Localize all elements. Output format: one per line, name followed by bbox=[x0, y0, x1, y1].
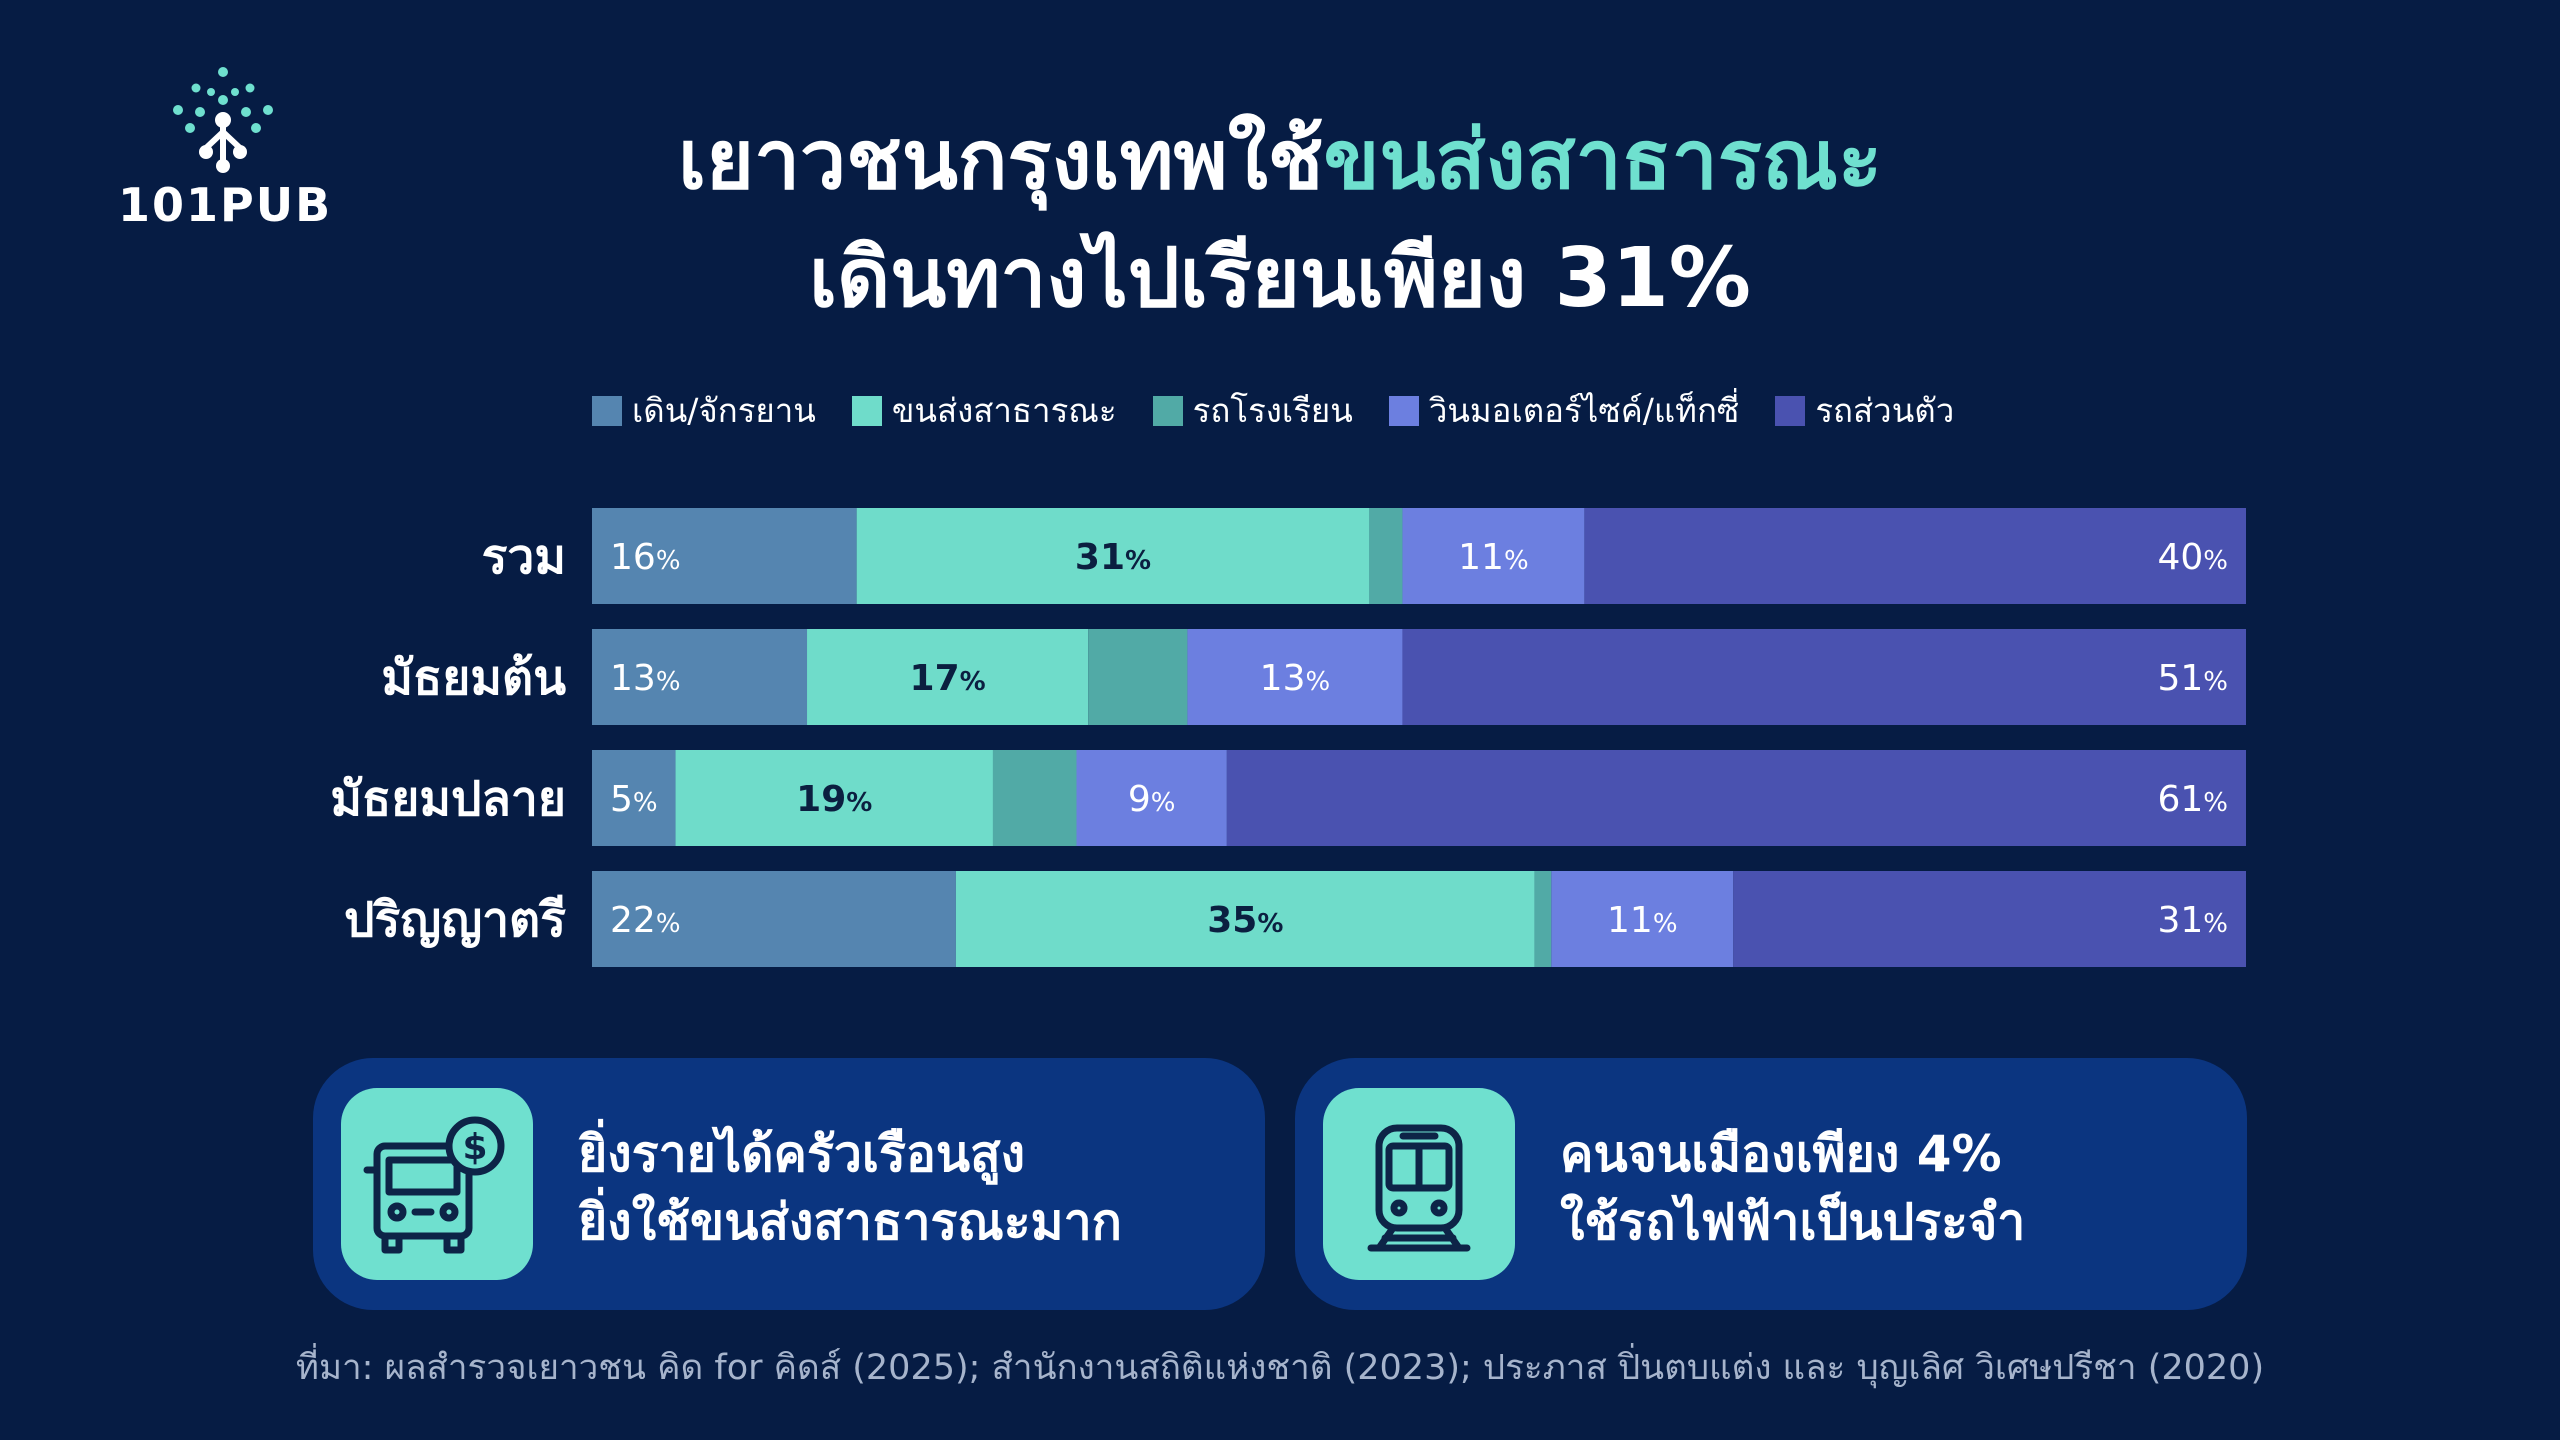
legend-item-walk-bike: เดิน/จักรยาน bbox=[592, 384, 816, 437]
legend-item-school-bus: รถโรงเรียน bbox=[1152, 384, 1353, 437]
chart-legend: เดิน/จักรยาน ขนส่งสาธารณะ รถโรงเรียน วิน… bbox=[592, 384, 1954, 437]
bus-money-icon: $ bbox=[341, 1088, 533, 1280]
bar-segment bbox=[992, 750, 1077, 846]
data-label: 17% bbox=[910, 658, 986, 699]
bar-segment bbox=[592, 508, 857, 604]
category-label: รวม bbox=[482, 529, 566, 585]
bar-segment bbox=[1584, 508, 2246, 604]
bar-segment bbox=[1534, 871, 1552, 967]
bar-segment bbox=[592, 750, 676, 846]
legend-item-motorbike-taxi: วินมอเตอร์ไซค์/แท็กซี่ bbox=[1388, 384, 1740, 437]
data-label: 19% bbox=[796, 779, 872, 820]
insight-card-skytrain: คนจนเมืองเพียง 4% ใช้รถไฟฟ้าเป็นประจำ bbox=[1295, 1058, 2247, 1310]
bar-segment bbox=[592, 871, 956, 967]
insight-card-income: $ ยิ่งรายได้ครัวเรือนสูง ยิ่งใช้ขนส่งสาธ… bbox=[313, 1058, 1265, 1310]
data-label: 35% bbox=[1207, 900, 1283, 941]
bar-segment bbox=[807, 629, 1089, 725]
card-line2: ใช้รถไฟฟ้าเป็นประจำ bbox=[1560, 1193, 2026, 1251]
bar-segment bbox=[1551, 871, 1734, 967]
legend-swatch bbox=[1388, 395, 1419, 426]
source-note: ที่มา: ผลสำรวจเยาวชน คิด for คิดส์ (2025… bbox=[295, 1348, 2265, 1388]
bar-segment bbox=[1088, 629, 1188, 725]
category-label: มัธยมต้น bbox=[381, 650, 566, 706]
bar-segment bbox=[1226, 750, 2246, 846]
data-label: 22% bbox=[610, 900, 681, 941]
legend-swatch bbox=[1775, 395, 1806, 426]
data-label: 31% bbox=[1075, 537, 1151, 578]
category-label: มัธยมปลาย bbox=[330, 771, 566, 827]
bar-segment bbox=[856, 508, 1370, 604]
bar-segment bbox=[1402, 629, 2246, 725]
data-label: 51% bbox=[2157, 658, 2228, 699]
legend-swatch bbox=[1152, 395, 1183, 426]
data-label: 61% bbox=[2157, 779, 2228, 820]
train-icon bbox=[1323, 1088, 1515, 1280]
bar-segment bbox=[675, 750, 993, 846]
page-title-line2: เดินทางไปเรียนเพียง 31% bbox=[809, 231, 1751, 326]
legend-label: วินมอเตอร์ไซค์/แท็กซี่ bbox=[1428, 391, 1740, 430]
bar-segment bbox=[955, 871, 1535, 967]
category-label: ปริญญาตรี bbox=[344, 892, 566, 948]
legend-swatch bbox=[592, 395, 622, 426]
legend-label: ขนส่งสาธารณะ bbox=[891, 391, 1117, 430]
data-label: 13% bbox=[610, 658, 681, 699]
card-text: คนจนเมืองเพียง 4% ใช้รถไฟฟ้าเป็นประจำ bbox=[1560, 1120, 2025, 1256]
data-label: 11% bbox=[1458, 537, 1529, 578]
bar-segment bbox=[1369, 508, 1403, 604]
logo-text: 101PUB bbox=[118, 178, 333, 232]
page-title-line1: เยาวชนกรุงเทพใช้ขนส่งสาธารณะ bbox=[0, 120, 2560, 202]
data-label: 11% bbox=[1607, 900, 1678, 941]
title-plain-text: เยาวชนกรุงเทพใช้ bbox=[678, 113, 1324, 208]
legend-label: รถส่วนตัว bbox=[1815, 391, 1955, 430]
bar-segment bbox=[1187, 629, 1403, 725]
card-line1: ยิ่งรายได้ครัวเรือนสูง bbox=[578, 1125, 1026, 1183]
data-label: 16% bbox=[610, 537, 681, 578]
stacked-bar-chart: รวม 16% 31% 11% 40% มัธยมต้น 13% 17% 13% 51% มัธยม… bbox=[330, 508, 2246, 967]
card-line1: คนจนเมืองเพียง 4% bbox=[1560, 1125, 2002, 1183]
bar-segment bbox=[592, 629, 808, 725]
brand-logo: 101PUB bbox=[118, 66, 333, 236]
svg-text:$: $ bbox=[462, 1127, 487, 1168]
card-text: ยิ่งรายได้ครัวเรือนสูง ยิ่งใช้ขนส่งสาธาร… bbox=[578, 1120, 1122, 1256]
title-highlight-text: ขนส่งสาธารณะ bbox=[1323, 113, 1882, 208]
legend-label: เดิน/จักรยาน bbox=[632, 391, 816, 430]
bar-segment bbox=[1076, 750, 1227, 846]
bar-segment bbox=[1733, 871, 2246, 967]
data-label: 9% bbox=[1128, 779, 1176, 820]
network-dots-icon bbox=[173, 67, 273, 173]
legend-item-public-transport: ขนส่งสาธารณะ bbox=[851, 384, 1117, 437]
data-label: 5% bbox=[610, 779, 658, 820]
bar-segment bbox=[1402, 508, 1585, 604]
legend-label: รถโรงเรียน bbox=[1192, 391, 1353, 430]
legend-swatch bbox=[851, 395, 882, 426]
data-label: 40% bbox=[2157, 537, 2228, 578]
data-label: 13% bbox=[1260, 658, 1331, 699]
data-label: 31% bbox=[2157, 900, 2228, 941]
card-line2: ยิ่งใช้ขนส่งสาธารณะมาก bbox=[578, 1193, 1122, 1251]
legend-item-private-car: รถส่วนตัว bbox=[1775, 384, 1954, 437]
